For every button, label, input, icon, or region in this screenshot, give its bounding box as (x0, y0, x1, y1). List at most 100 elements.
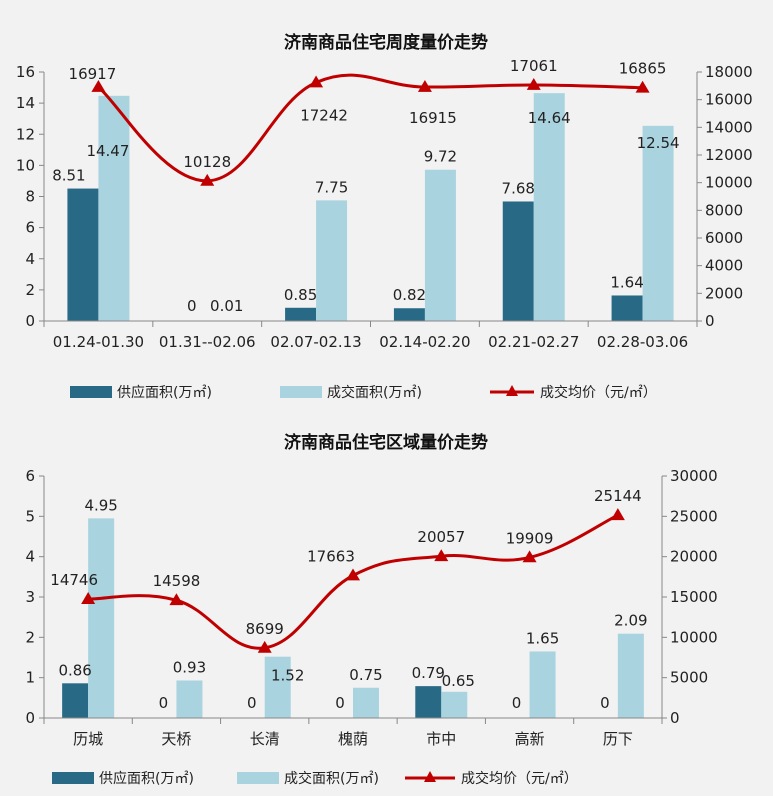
y-tick-label-right: 20000 (670, 548, 718, 566)
y-tick-label-left: 16 (16, 63, 35, 81)
price-label: 16917 (69, 65, 117, 83)
deal-bar-label: 2.09 (614, 612, 647, 630)
price-marker (610, 508, 625, 521)
deal-bar-label: 0.93 (173, 658, 206, 676)
y-tick-label-right: 4000 (705, 257, 743, 275)
deal-bar-label: 1.52 (271, 667, 304, 685)
x-tick-label: 02.14-02.20 (379, 333, 470, 351)
y-tick-label-left: 3 (25, 588, 35, 606)
legend-price-marker (424, 771, 436, 782)
y-tick-label-right: 18000 (705, 63, 753, 81)
price-marker (346, 568, 360, 581)
price-label: 8699 (246, 620, 284, 638)
supply-bar-label: 0 (600, 694, 610, 712)
supply-bar-label: 0 (512, 694, 522, 712)
y-tick-label-right: 10000 (705, 174, 753, 192)
price-marker (635, 80, 650, 93)
y-tick-label-right: 2000 (705, 284, 743, 302)
legend-supply-swatch (70, 386, 112, 398)
y-tick-label-right: 0 (705, 312, 715, 330)
price-marker (91, 79, 106, 92)
x-tick-label: 历城 (73, 730, 103, 748)
y-tick-label-right: 16000 (705, 91, 753, 109)
x-tick-label: 槐荫 (338, 730, 368, 748)
y-tick-label-left: 4 (25, 250, 35, 268)
y-tick-label-left: 6 (25, 467, 35, 485)
supply-bar (67, 188, 99, 321)
deal-bar-label: 7.75 (315, 178, 348, 196)
y-tick-label-left: 12 (16, 125, 35, 143)
price-marker (200, 173, 215, 186)
y-tick-label-right: 0 (670, 709, 680, 727)
legend-deal-swatch (280, 386, 322, 398)
y-tick-label-left: 0 (25, 312, 35, 330)
legend-deal-label: 成交面积(万㎡) (284, 770, 379, 787)
legend-deal-swatch (237, 772, 279, 784)
price-label: 17663 (307, 548, 355, 566)
deal-bar (424, 169, 456, 321)
supply-bar-label: 1.64 (610, 273, 643, 291)
y-tick-label-left: 2 (25, 281, 35, 299)
deal-bar-label: 0.75 (349, 666, 382, 684)
price-marker (417, 80, 432, 92)
price-label: 17061 (510, 57, 558, 75)
deal-bar-label: 14.64 (528, 109, 571, 127)
legend: 供应面积(万㎡) 成交面积(万㎡) 成交均价（元/㎡） (52, 770, 578, 787)
x-tick-label: 长清 (250, 730, 280, 748)
legend: 供应面积(万㎡) 成交面积(万㎡) 成交均价（元/㎡） (70, 384, 657, 401)
price-label: 20057 (417, 528, 465, 546)
deal-bar (642, 125, 674, 321)
y-tick-label-left: 6 (25, 219, 35, 237)
y-tick-label-left: 8 (25, 188, 35, 206)
chart-title: 济南商品住宅周度量价走势 (284, 32, 488, 53)
chart-title: 济南商品住宅区域量价走势 (284, 432, 488, 453)
x-tick-label: 02.28-03.06 (597, 333, 688, 351)
supply-bar-label: 0.86 (58, 661, 91, 679)
price-marker (434, 549, 449, 562)
y-tick-label-right: 10000 (670, 628, 718, 646)
x-tick-label: 02.21-02.27 (488, 333, 579, 351)
deal-bar-label: 0.01 (210, 297, 243, 315)
y-tick-label-right: 8000 (705, 201, 743, 219)
supply-bar-label: 8.51 (52, 167, 85, 185)
deal-bar (441, 691, 468, 718)
y-tick-label-left: 1 (25, 669, 35, 687)
deal-bar (353, 687, 379, 718)
y-tick-label-right: 15000 (670, 588, 718, 606)
deal-bar-label: 14.47 (86, 142, 129, 160)
x-tick-label: 历下 (603, 730, 633, 748)
price-label: 14746 (50, 571, 98, 589)
price-marker (81, 592, 96, 604)
x-tick-label: 02.07-02.13 (270, 333, 361, 351)
supply-bar (62, 683, 89, 718)
legend-price-label: 成交均价（元/㎡） (461, 770, 578, 787)
price-label: 10128 (183, 153, 231, 171)
supply-bar-label: 0.85 (284, 286, 317, 304)
deal-bar-label: 4.95 (84, 496, 117, 514)
y-tick-label-left: 10 (16, 156, 35, 174)
y-tick-label-right: 5000 (670, 669, 708, 687)
supply-bar-label: 7.68 (502, 179, 535, 197)
price-label: 25144 (594, 487, 642, 505)
supply-bar-label: 0 (247, 694, 257, 712)
y-tick-label-left: 2 (25, 628, 35, 646)
price-label: 16915 (409, 109, 457, 127)
y-tick-label-right: 30000 (670, 467, 718, 485)
price-label: 16865 (619, 60, 667, 78)
deal-bar (617, 633, 644, 718)
price-marker (169, 593, 184, 606)
y-tick-label-left: 14 (16, 94, 35, 112)
deal-bar-label: 1.65 (526, 629, 559, 647)
price-marker (522, 550, 537, 563)
supply-bar-label: 0.82 (393, 286, 426, 304)
y-tick-label-left: 4 (25, 548, 35, 566)
deal-bar-label: 9.72 (424, 148, 457, 166)
supply-bar (415, 686, 442, 718)
x-tick-label: 01.31--02.06 (159, 333, 256, 351)
legend-price-marker (506, 385, 518, 396)
y-tick-label-left: 0 (25, 709, 35, 727)
deal-bar (533, 93, 565, 321)
supply-bar (393, 308, 425, 321)
